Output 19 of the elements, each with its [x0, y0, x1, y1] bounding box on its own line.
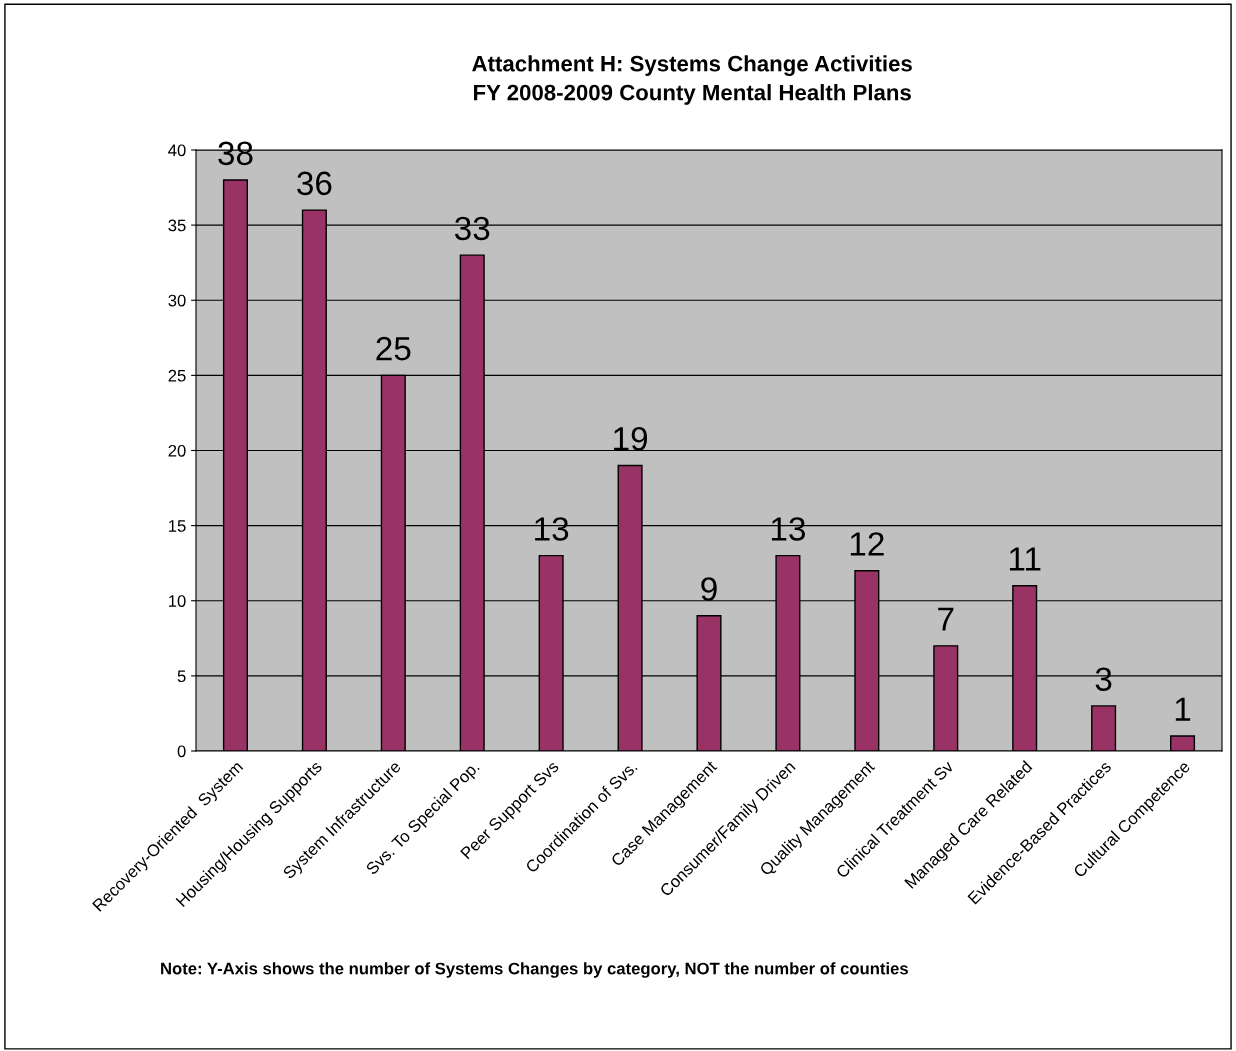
- data-label: 7: [938, 607, 954, 631]
- chart-title: Attachment H: Systems Change Activities FY 2008-2009 County Mental Health Plans: [472, 55, 912, 105]
- data-label: 1: [1175, 697, 1191, 721]
- data-label: 36: [297, 171, 332, 196]
- data-label: 12: [850, 532, 884, 556]
- data-label: 25: [376, 336, 411, 361]
- data-label: 19: [614, 427, 648, 451]
- y-tick-label: 0: [177, 745, 186, 758]
- y-tick-label: 20: [168, 444, 186, 457]
- y-tick-label: 40: [168, 144, 186, 157]
- y-tick-label: 10: [169, 595, 186, 607]
- y-tick-label: 25: [168, 369, 186, 382]
- y-tick-label: 35: [168, 219, 186, 232]
- text: Note: Y-Axis shows the number of Systems Changes by category, NOT the number of counties: [161, 962, 908, 978]
- y-tick-label: 15: [169, 520, 186, 532]
- data-label: 9: [701, 577, 717, 601]
- data-label: 11: [1009, 547, 1041, 571]
- y-tick-label: 30: [168, 294, 186, 307]
- y-tick-label: 5: [177, 670, 186, 683]
